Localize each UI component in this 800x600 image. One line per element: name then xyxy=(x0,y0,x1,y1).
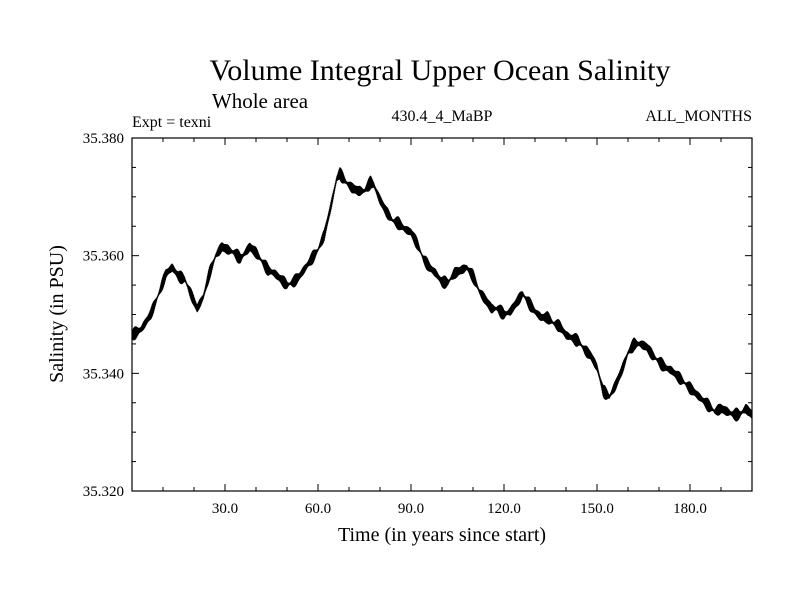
series-line-salinity xyxy=(131,167,753,422)
x-tick-label: 30.0 xyxy=(212,501,238,517)
chart-title: Volume Integral Upper Ocean Salinity xyxy=(210,54,671,87)
x-axis-ticks: 30.0 60.0 90.0 120.0 150.0 180.0 xyxy=(162,138,722,517)
annotation-run-id: 430.4_4_MaBP xyxy=(392,108,493,125)
series-layer xyxy=(131,167,753,422)
x-tick-label: 180.0 xyxy=(673,501,707,517)
x-tick-label: 90.0 xyxy=(398,501,424,517)
annotation-experiment: Expt = texni xyxy=(132,114,212,131)
x-tick-label: 120.0 xyxy=(487,501,521,517)
y-tick-label: 35.360 xyxy=(83,249,124,265)
y-tick-label: 35.380 xyxy=(83,131,124,147)
y-axis-label: Salinity (in PSU) xyxy=(46,245,68,383)
annotation-months: ALL_MONTHS xyxy=(645,108,752,125)
y-tick-label: 35.340 xyxy=(83,366,124,382)
chart-subtitle: Whole area xyxy=(212,89,309,113)
plot-frame xyxy=(131,137,753,492)
y-axis-ticks: 35.320 35.340 35.360 35.380 xyxy=(83,131,752,500)
x-tick-label: 60.0 xyxy=(305,501,331,517)
y-tick-label: 35.320 xyxy=(83,484,124,500)
x-axis-label: Time (in years since start) xyxy=(338,524,546,546)
x-tick-label: 150.0 xyxy=(580,501,614,517)
